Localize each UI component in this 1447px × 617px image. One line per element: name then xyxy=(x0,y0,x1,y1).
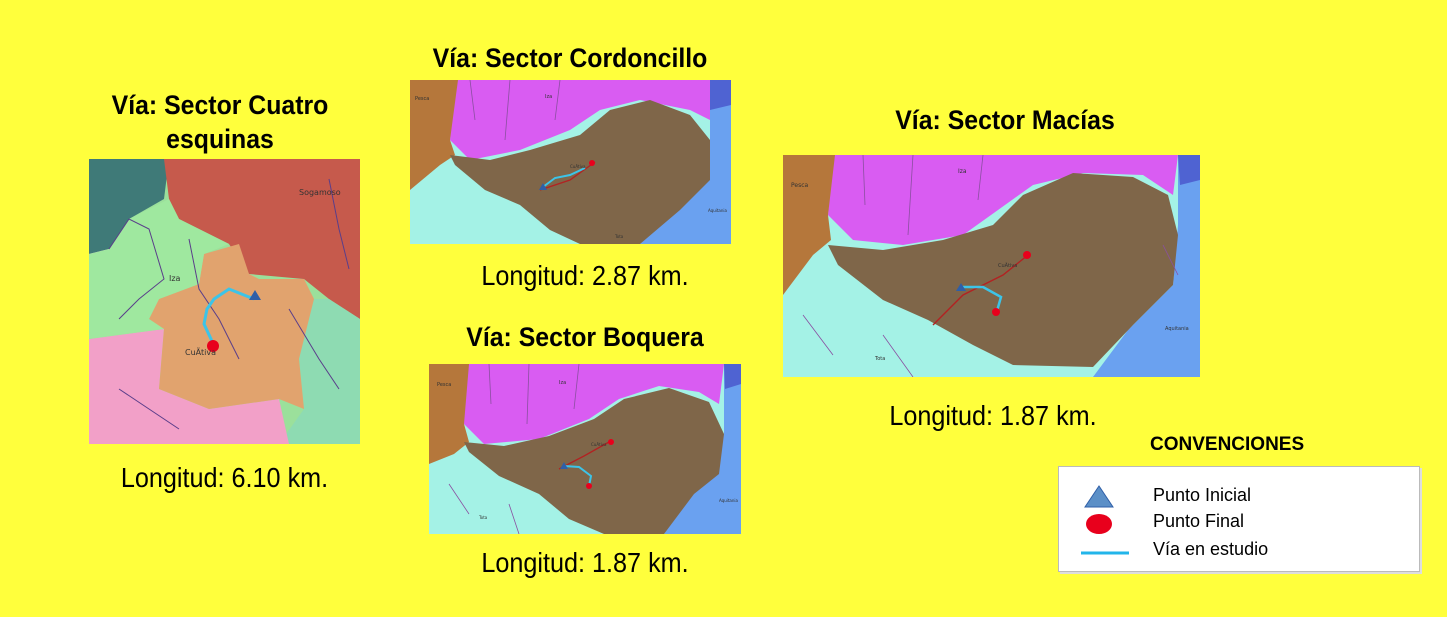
map-title-macias: Vía: Sector Macías xyxy=(895,105,1115,135)
map-title-cuatro-line2: esquinas xyxy=(166,124,274,154)
legend-label-study-road: Vía en estudio xyxy=(1153,539,1269,559)
map-cordoncillo-town4-label: Aquitania xyxy=(708,208,728,213)
legend-item-start-point: Punto Inicial xyxy=(1059,483,1419,509)
map-boquera: Pesca Iza CuÃ­tiva Aquitania Tota xyxy=(429,364,741,534)
map-length-cuatro-esquinas: Longitud: 6.10 km. xyxy=(120,462,329,493)
map-length-cordoncillo: Longitud: 2.87 km. xyxy=(481,260,689,291)
legend: Punto Inicial Punto Final Vía en estudio xyxy=(1058,466,1420,572)
map-macias-town3-label: CuÃ­tiva xyxy=(998,262,1017,269)
map-title-cuatro-esquinas: Vía: Sector Cuatro esquinas xyxy=(91,88,349,156)
map-title-cuatro-line1: Vía: Sector Cuatro xyxy=(111,90,329,120)
map-cuatro-esquinas: Sogamoso Iza CuÃ­tiva xyxy=(89,159,360,444)
map-boquera-town2-label: Iza xyxy=(559,380,566,386)
legend-label-start-point: Punto Inicial xyxy=(1153,485,1252,505)
map-title-boquera: Vía: Sector Boquera xyxy=(466,322,704,352)
map-boquera-town1-label: Pesca xyxy=(437,382,451,388)
legend-label-end-point: Punto Final xyxy=(1153,511,1245,531)
map-macias-town4-label: Aquitania xyxy=(1165,326,1189,332)
legend-item-end-point: Punto Final xyxy=(1059,509,1419,535)
map-title-cordoncillo: Vía: Sector Cordoncillo xyxy=(432,43,708,73)
map-boquera-town3-label: CuÃ­tiva xyxy=(591,442,607,447)
map-macias-town2-label: Iza xyxy=(958,168,967,175)
map-cordoncillo-town5-label: Tota xyxy=(614,234,624,239)
map-cuatro-town1-label: Sogamoso xyxy=(299,188,341,197)
map-macias: Pesca Iza CuÃ­tiva Aquitania Tota xyxy=(783,155,1200,377)
map-boquera-town4-label: Aquitania xyxy=(719,498,739,503)
cyan-line-icon xyxy=(1081,539,1129,563)
map-cordoncillo-town2-label: Iza xyxy=(545,94,552,100)
map-cordoncillo-town3-label: CuÃ­tiva xyxy=(570,164,586,169)
map-macias-town1-label: Pesca xyxy=(791,182,809,189)
map-boquera-town5-label: Tota xyxy=(478,515,488,520)
map-length-boquera: Longitud: 1.87 km. xyxy=(481,547,689,578)
map-cuatro-town3-label: CuÃ­tiva xyxy=(185,347,216,357)
map-cuatro-town2-label: Iza xyxy=(169,274,181,283)
map-length-macias: Longitud: 1.87 km. xyxy=(889,400,1097,431)
map-macias-town5-label: Tota xyxy=(874,356,885,362)
legend-title: CONVENCIONES xyxy=(1150,434,1305,455)
blue-triangle-icon xyxy=(1081,485,1117,509)
red-circle-icon xyxy=(1081,511,1117,535)
map-cordoncillo-town1-label: Pesca xyxy=(415,96,429,102)
legend-item-study-road: Vía en estudio xyxy=(1059,537,1419,563)
map-cordoncillo: Pesca Iza CuÃ­tiva Aquitania Tota xyxy=(410,80,731,244)
